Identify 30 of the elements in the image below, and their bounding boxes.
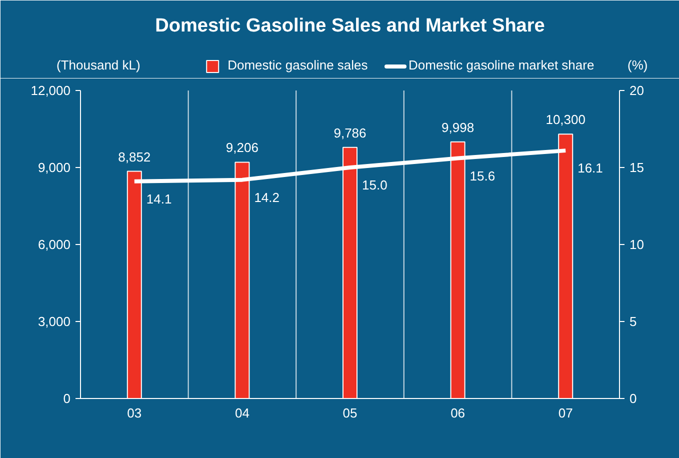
x-tick-label: 06 (450, 406, 466, 420)
y-tick-label: 12,000 (30, 83, 71, 98)
legend-label: Domestic gasoline sales (228, 58, 368, 72)
y-axis-title: (Thousand kL) (56, 58, 140, 72)
data-label: 14.1 (146, 191, 172, 206)
y-tick-label: 6,000 (38, 237, 71, 252)
data-label: 16.1 (578, 160, 603, 176)
data-label: 9,786 (334, 125, 366, 140)
y2-axis-title: (%) (628, 58, 648, 72)
legend-label: Domestic gasoline market share (408, 58, 594, 72)
y2-tick-label: 0 (630, 391, 637, 406)
x-tick-label: 04 (234, 406, 250, 420)
x-tick-label: 07 (558, 406, 573, 420)
y-tick-label: 9,000 (38, 160, 71, 175)
y-tick-label: 3,000 (38, 314, 71, 329)
y-tick-label: 0 (63, 391, 71, 406)
data-label: 15.0 (362, 178, 388, 192)
data-label: 9,206 (226, 140, 258, 156)
y2-tick-label: 5 (630, 314, 637, 329)
x-tick-label: 03 (127, 406, 142, 420)
data-label: 15.6 (470, 168, 496, 184)
x-tick-label: 05 (342, 406, 358, 420)
data-label: 8,852 (118, 149, 151, 164)
y2-tick-label: 20 (630, 83, 644, 98)
y2-tick-label: 15 (630, 160, 644, 175)
data-label: 10,300 (546, 112, 586, 128)
data-label: 14.2 (254, 190, 280, 205)
chart-title: Domestic Gasoline Sales and Market Share (155, 16, 545, 36)
y2-tick-label: 10 (630, 237, 644, 252)
data-label: 9,998 (442, 120, 474, 135)
